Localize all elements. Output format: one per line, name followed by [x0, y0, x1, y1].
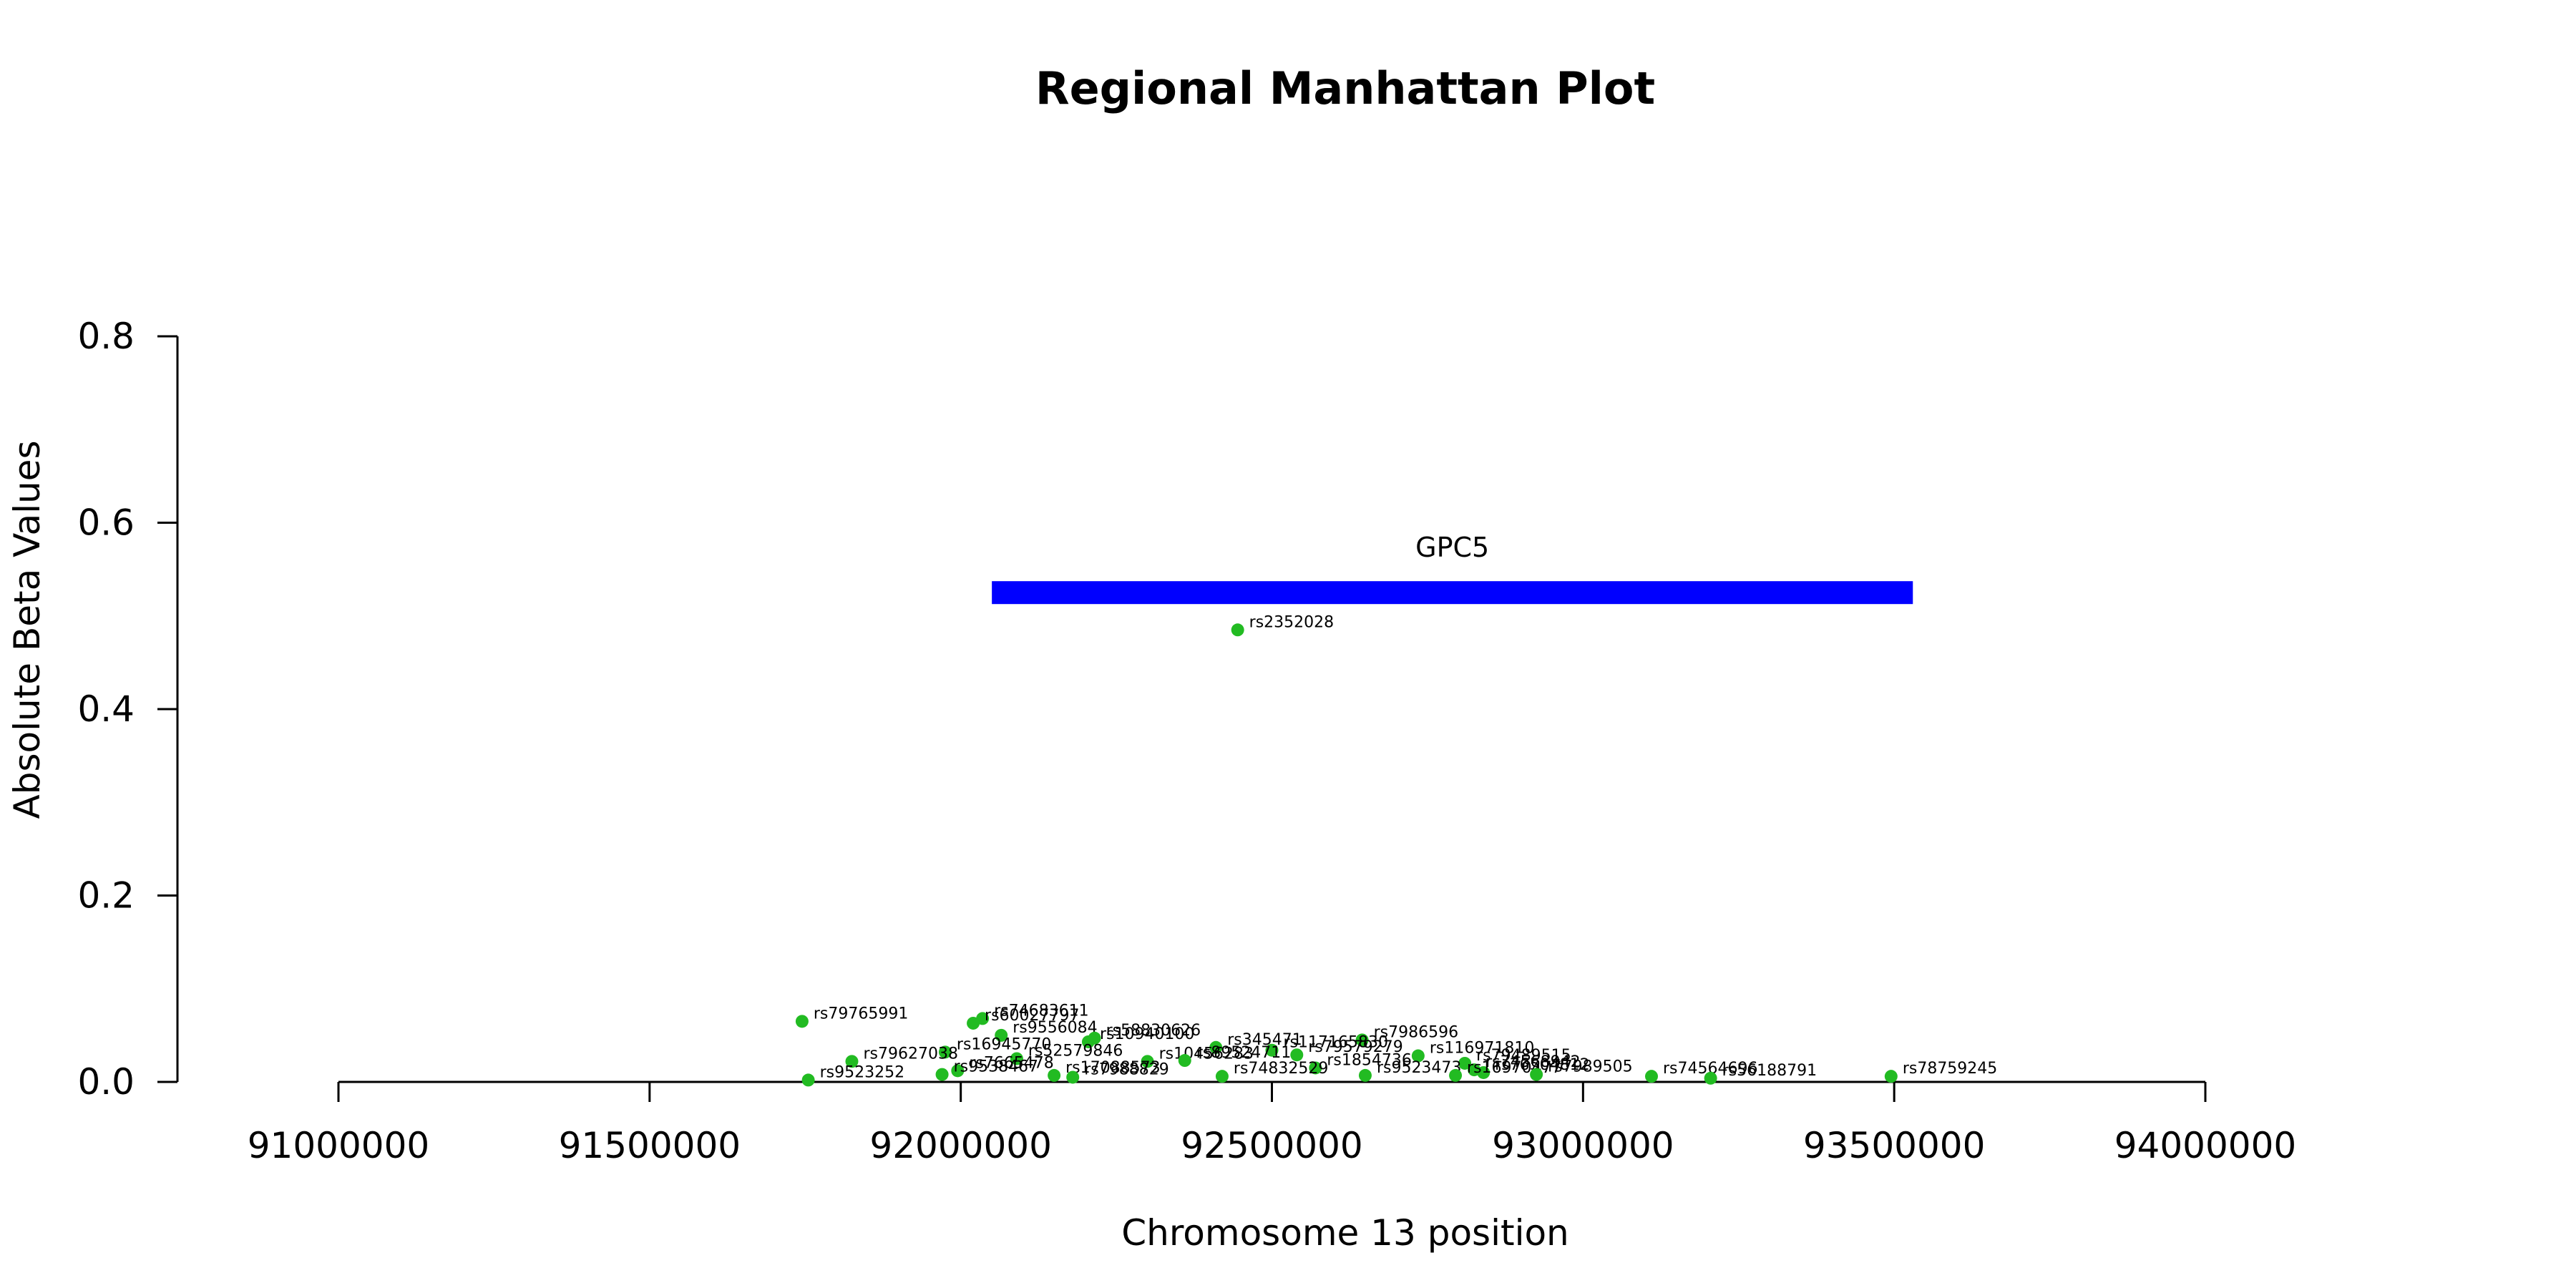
snp-label: rs7986596 [1374, 1023, 1459, 1041]
x-tick-label: 91500000 [559, 1125, 741, 1166]
snp-label: rs78759245 [1903, 1060, 1997, 1078]
x-tick-label: 91000000 [248, 1125, 430, 1166]
snp-point [1449, 1068, 1463, 1082]
snp-point [1358, 1068, 1372, 1082]
x-axis-label: Chromosome 13 position [1121, 1212, 1569, 1254]
snp-label: rs58830626 [1106, 1022, 1201, 1040]
x-tick-label: 93500000 [1803, 1125, 1986, 1166]
gene-track: GPC5 [992, 532, 1913, 605]
snp-point [1704, 1071, 1717, 1085]
snp-label: rs7988829 [1084, 1060, 1169, 1078]
snp-point [1081, 1035, 1095, 1048]
snp-point [1066, 1070, 1080, 1084]
snp-point [795, 1015, 809, 1028]
snp-label: rs345471 [1227, 1031, 1302, 1049]
snp-label: rs79765991 [814, 1005, 908, 1023]
snp-point [995, 1028, 1008, 1042]
x-tick-label: 92500000 [1181, 1125, 1363, 1166]
snp-point [1309, 1061, 1322, 1075]
x-tick-label: 92000000 [869, 1125, 1052, 1166]
snp-label: rs16970477 [1467, 1059, 1561, 1077]
snp-point [1458, 1056, 1472, 1070]
snp-point [1477, 1065, 1491, 1079]
y-tick-label: 0.2 [77, 875, 135, 917]
snp-point [1411, 1049, 1425, 1063]
y-tick-label: 0.8 [77, 316, 135, 357]
snp-point [935, 1068, 949, 1081]
snp-label: rs10456283 [1159, 1045, 1254, 1063]
snp-label: rs10940100 [1100, 1025, 1194, 1043]
snp-label: rs17088573 [1065, 1059, 1160, 1077]
x-tick-label: 94000000 [2114, 1125, 2297, 1166]
gene-label: GPC5 [1415, 532, 1489, 563]
snp-point [845, 1055, 859, 1068]
snp-point [1010, 1052, 1023, 1065]
snp-point [1048, 1068, 1061, 1082]
snp-point [801, 1073, 815, 1087]
snp-label: rs116971810 [1430, 1040, 1534, 1058]
y-tick-label: 0.6 [77, 502, 135, 544]
snp-point [1215, 1070, 1229, 1083]
snp-label: rs9556084 [1013, 1019, 1098, 1037]
y-tick-label: 0.4 [77, 688, 135, 730]
chart-title: Regional Manhattan Plot [1035, 62, 1655, 114]
snp-label: rs74832529 [1234, 1060, 1328, 1078]
snp-label: rs52579846 [1028, 1042, 1123, 1060]
y-axis-label: Absolute Beta Values [6, 441, 48, 819]
snp-point [1231, 623, 1244, 637]
y-axis: 0.0 0.2 0.4 0.6 0.8 [77, 316, 179, 1103]
snp-point [1265, 1043, 1279, 1057]
snp-label: rs9523473 [1377, 1059, 1462, 1077]
snp-point [1209, 1040, 1223, 1054]
y-tick-label: 0.0 [77, 1061, 135, 1103]
snp-label: rs1854736 [1327, 1051, 1412, 1069]
snp-point [1290, 1048, 1304, 1062]
snp-point [1178, 1054, 1191, 1068]
snp-point [938, 1045, 952, 1059]
snp-label: rs74568942 [1485, 1053, 1580, 1071]
snp-label: rs79579279 [1308, 1038, 1402, 1056]
gene-bar [992, 581, 1913, 605]
x-axis: 91000000 91500000 92000000 92500000 93000000… [248, 1080, 2297, 1166]
snp-label: rs76504812 [1495, 1056, 1589, 1074]
snp-label: rs60027797 [985, 1007, 1079, 1025]
snp-label: rs79627038 [863, 1045, 957, 1063]
snp-point [1884, 1070, 1898, 1083]
snp-label: rs56188791 [1722, 1062, 1817, 1080]
snp-label: rs9538467 [954, 1058, 1039, 1076]
snp-point [1530, 1068, 1543, 1081]
snp-label: rs2352028 [1249, 613, 1335, 631]
snp-label: rs7989505 [1548, 1058, 1633, 1076]
snp-label: rs9523252 [820, 1063, 905, 1081]
snp-label: rs89524711 [1196, 1044, 1291, 1062]
snp-point [1644, 1070, 1658, 1083]
snp-label: rs16945770 [957, 1035, 1051, 1053]
snp-label: rs7665478 [969, 1054, 1054, 1072]
snp-label: rs117165830 [1284, 1034, 1388, 1052]
snp-point [967, 1016, 980, 1030]
x-tick-label: 93000000 [1492, 1125, 1674, 1166]
snp-point [1355, 1033, 1369, 1047]
snp-label: rs79489515 [1476, 1047, 1571, 1065]
snp-point [1141, 1055, 1154, 1068]
snp-point [951, 1064, 965, 1078]
snp-label: rs74683611 [994, 1002, 1088, 1020]
